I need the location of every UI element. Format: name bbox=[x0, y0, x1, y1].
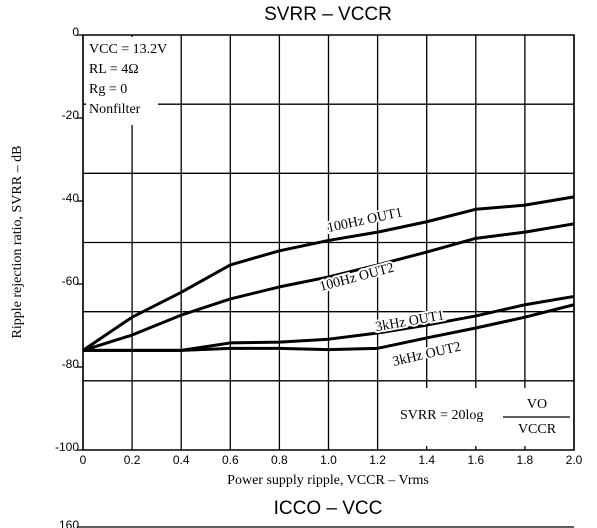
y-axis-label: Ripple rejection ratio, SVRR – dB bbox=[10, 146, 25, 339]
y-tick-label: -20 bbox=[62, 108, 80, 122]
annotation-box bbox=[86, 37, 158, 125]
series-line bbox=[82, 222, 575, 352]
x-tick-label: 0.2 bbox=[124, 453, 141, 467]
formula-left: SVRR = 20log bbox=[400, 408, 483, 423]
chart-title: ICCO – VCC bbox=[274, 498, 383, 519]
series-line bbox=[83, 303, 575, 352]
formula-denominator: VCCR bbox=[518, 422, 557, 437]
y-tick-label: -100 bbox=[55, 440, 79, 454]
formula-numerator: VO bbox=[527, 397, 547, 412]
plot-frame bbox=[82, 34, 575, 451]
x-tick-label: 1.2 bbox=[369, 453, 386, 467]
series-line bbox=[82, 195, 575, 352]
x-tick-label: 1.0 bbox=[320, 453, 337, 467]
annotation: Nonfilter bbox=[89, 102, 141, 117]
annotation: RL = 4Ω bbox=[89, 62, 139, 77]
x-tick-label: 0.6 bbox=[222, 453, 239, 467]
x-axis-label: Power supply ripple, VCCR – Vrms bbox=[227, 473, 429, 488]
x-tick-label: 0 bbox=[80, 453, 87, 467]
x-tick-label: 1.8 bbox=[517, 453, 534, 467]
annotation: Rg = 0 bbox=[89, 82, 127, 97]
x-tick-label: 0.8 bbox=[271, 453, 288, 467]
chart-title: SVRR – VCCR bbox=[264, 4, 392, 25]
x-tick-label: 0.4 bbox=[173, 453, 190, 467]
x-tick-label: 2.0 bbox=[566, 453, 583, 467]
x-tick-label: 1.6 bbox=[467, 453, 484, 467]
y-tick-label: -40 bbox=[62, 191, 80, 205]
x-tick-label: 1.4 bbox=[418, 453, 435, 467]
series-label: 100Hz OUT2 bbox=[318, 261, 396, 295]
series-label: 100Hz OUT1 bbox=[326, 205, 404, 236]
annotation: VCC = 13.2V bbox=[89, 42, 167, 57]
y-tick-label: 0 bbox=[72, 25, 79, 39]
y-tick-label: -80 bbox=[62, 357, 80, 371]
y-tick-label: -60 bbox=[62, 274, 80, 288]
y-tick-label: 160 bbox=[59, 518, 79, 528]
